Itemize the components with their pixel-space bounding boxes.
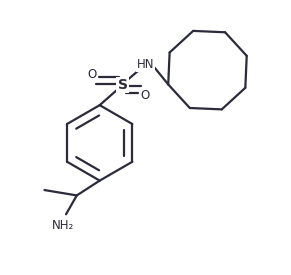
Text: NH₂: NH₂ xyxy=(52,219,74,232)
Text: HN: HN xyxy=(137,58,154,71)
Text: O: O xyxy=(87,68,96,81)
Text: S: S xyxy=(118,78,127,92)
Text: O: O xyxy=(141,89,150,102)
